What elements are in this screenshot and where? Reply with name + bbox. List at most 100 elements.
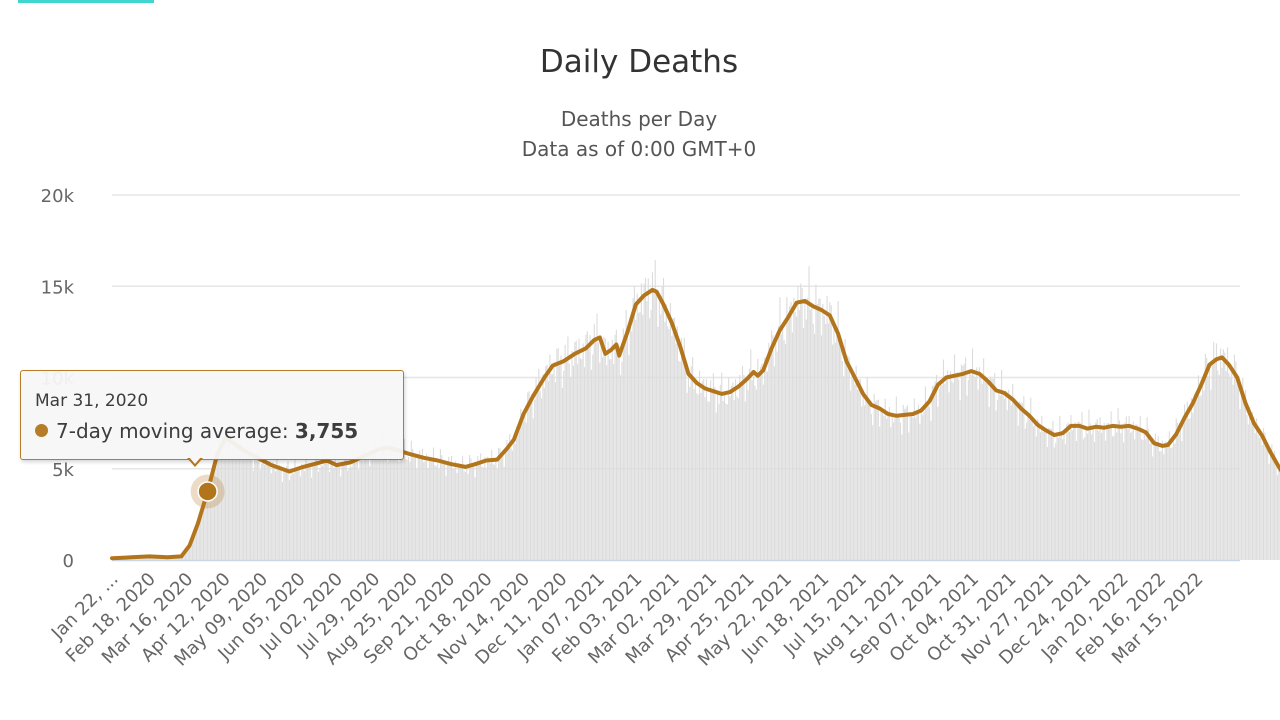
daily-bar (931, 385, 933, 560)
daily-bar (777, 326, 780, 560)
daily-bar (545, 366, 547, 560)
daily-bar (704, 397, 706, 560)
daily-bar (984, 380, 986, 560)
daily-bar (790, 302, 792, 560)
daily-bar (1179, 426, 1181, 560)
daily-bar (384, 450, 386, 560)
daily-bar (498, 447, 500, 560)
daily-bar (927, 400, 929, 560)
daily-bar (441, 455, 443, 560)
daily-bar (1185, 416, 1187, 560)
daily-bar (563, 370, 565, 560)
daily-bar (881, 410, 884, 560)
daily-bar (1135, 424, 1137, 560)
daily-bar (535, 377, 537, 560)
daily-bar (1121, 427, 1123, 560)
daily-bar (820, 335, 823, 560)
daily-bar (308, 462, 310, 560)
daily-bar (802, 327, 805, 560)
daily-bar (898, 413, 900, 560)
daily-bar (618, 345, 620, 560)
daily-bar (1129, 432, 1132, 560)
daily-bar (310, 477, 313, 560)
daily-bar (694, 378, 696, 560)
daily-bar (527, 392, 529, 560)
daily-bar (780, 334, 782, 560)
daily-bar (708, 401, 710, 560)
daily-bar (269, 461, 271, 560)
daily-bar (209, 479, 211, 560)
daily-bar (1192, 412, 1194, 560)
daily-bar (1008, 389, 1010, 560)
daily-bar (234, 448, 236, 560)
daily-bar (1271, 444, 1273, 560)
hover-marker-point[interactable] (197, 481, 218, 502)
daily-bar (408, 457, 410, 560)
daily-bar (672, 317, 674, 560)
daily-bar (1028, 419, 1030, 560)
daily-bar (717, 394, 719, 560)
daily-bar (948, 392, 950, 560)
daily-bar (899, 422, 902, 560)
daily-bar (629, 321, 631, 560)
daily-bar (1052, 420, 1054, 560)
daily-bar (373, 448, 375, 560)
daily-bar (1225, 371, 1227, 560)
daily-bar (1247, 424, 1249, 560)
daily-bar (559, 365, 561, 560)
tooltip-series-name: 7-day moving average (56, 419, 282, 443)
daily-bar (1020, 402, 1022, 560)
daily-bar (626, 333, 629, 560)
daily-bar (481, 466, 483, 560)
daily-bar (593, 323, 595, 560)
daily-bar (225, 433, 227, 560)
daily-bar (617, 354, 619, 560)
daily-bar (654, 260, 656, 560)
daily-bar (417, 455, 419, 560)
daily-bar (935, 375, 938, 560)
daily-bar (683, 337, 685, 560)
daily-bar (1207, 375, 1209, 560)
daily-bar (355, 462, 357, 560)
daily-bar (814, 333, 816, 560)
daily-bar (638, 313, 640, 560)
daily-bar (541, 398, 543, 560)
daily-bar (468, 455, 471, 560)
daily-bar (190, 541, 192, 560)
daily-bar (420, 459, 422, 560)
daily-bar (1233, 354, 1236, 560)
daily-bar (1244, 389, 1247, 560)
daily-bar (452, 468, 454, 560)
daily-bar (642, 314, 644, 560)
daily-bar (718, 403, 720, 560)
daily-bar (1003, 398, 1005, 560)
daily-bar (590, 369, 593, 560)
daily-bar (232, 445, 234, 560)
daily-bar (999, 395, 1001, 560)
daily-bar (703, 378, 705, 560)
daily-bar (503, 466, 505, 560)
daily-bar (992, 378, 994, 560)
daily-bar (955, 376, 957, 560)
daily-bar (615, 329, 617, 560)
daily-bar (1019, 401, 1021, 560)
daily-bar (556, 348, 558, 560)
daily-bar (288, 480, 290, 560)
daily-bar (1267, 445, 1269, 560)
daily-bar (1039, 432, 1042, 560)
daily-bar (651, 272, 653, 560)
daily-bar (337, 463, 339, 560)
daily-bar (1055, 443, 1057, 560)
daily-bar (1145, 439, 1147, 560)
daily-bar (493, 464, 496, 560)
daily-bar (700, 392, 702, 560)
daily-bar (1263, 428, 1265, 560)
daily-bar (1046, 447, 1048, 560)
daily-bar (295, 468, 297, 560)
daily-bar (740, 387, 742, 560)
daily-bar (707, 401, 709, 560)
daily-bar (1075, 440, 1078, 560)
daily-bar (450, 455, 453, 560)
daily-bar (972, 348, 974, 560)
daily-bar (284, 468, 286, 560)
